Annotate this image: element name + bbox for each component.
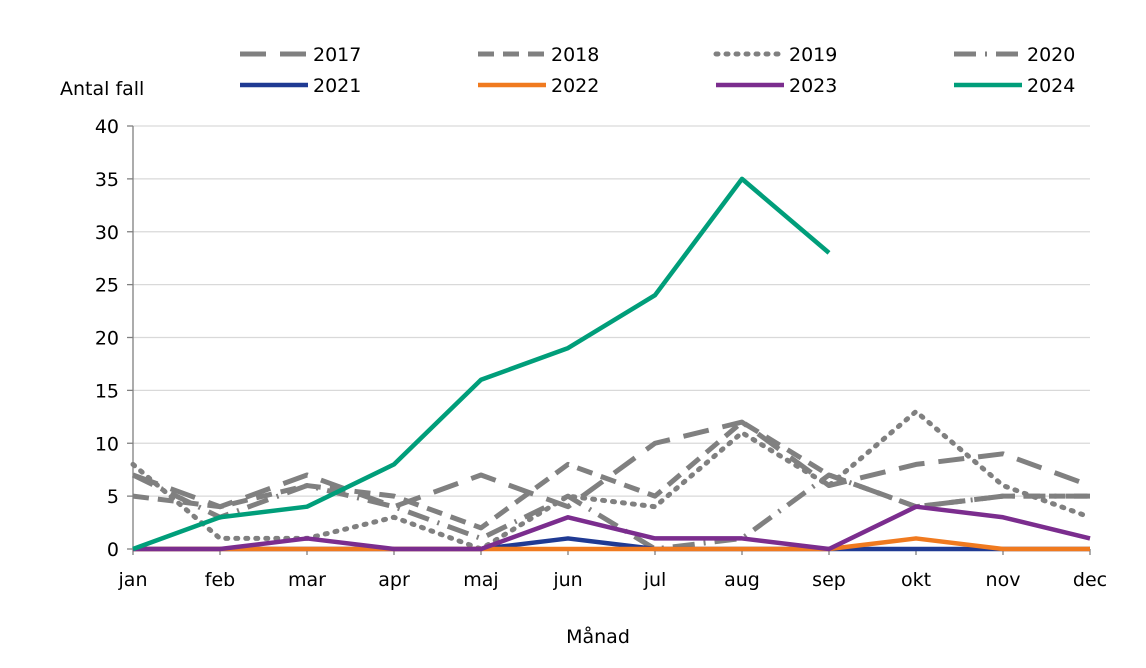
y-tick-label: 5 xyxy=(107,486,119,508)
gridlines xyxy=(133,125,1090,497)
series-line-2017 xyxy=(132,419,1091,510)
y-tick-label: 25 xyxy=(95,275,119,297)
x-tick-label: jun xyxy=(552,569,582,591)
series-line-2024 xyxy=(132,176,831,552)
legend-label: 2021 xyxy=(313,75,361,97)
x-tick-label: nov xyxy=(986,569,1021,591)
series-line-2022 xyxy=(133,536,1090,552)
x-tick-label: jan xyxy=(118,569,148,591)
legend-label: 2018 xyxy=(551,44,599,66)
x-tick-label: feb xyxy=(205,569,235,591)
series-line-2019 xyxy=(130,409,1093,552)
legend: 2017 2018 2019 2020 2021 2022 2023 2024 xyxy=(240,44,1075,97)
series-line-2020 xyxy=(131,472,1090,552)
axes: 0 5 10 15 20 25 30 35 40 jan feb mar apr maj jun jul aug… xyxy=(95,116,1107,591)
legend-label: 2022 xyxy=(551,75,599,97)
legend-label: 2019 xyxy=(789,44,837,66)
y-tick-label: 40 xyxy=(95,116,119,138)
legend-label: 2023 xyxy=(789,75,837,97)
x-tick-label: dec xyxy=(1073,569,1107,591)
x-tick-label: aug xyxy=(724,569,760,591)
legend-label: 2020 xyxy=(1027,44,1075,66)
x-tick-label: maj xyxy=(463,569,498,591)
x-tick-label: mar xyxy=(288,569,326,591)
y-tick-label: 30 xyxy=(95,222,119,244)
x-tick-label: okt xyxy=(901,569,931,591)
y-axis-label: Antal fall xyxy=(60,78,144,100)
x-tick-label: sep xyxy=(812,569,846,591)
legend-label: 2024 xyxy=(1027,75,1075,97)
y-tick-label: 15 xyxy=(95,380,119,402)
series-lines xyxy=(130,176,1093,552)
x-axis-label: Månad xyxy=(566,625,630,648)
y-tick-label: 10 xyxy=(95,433,119,455)
y-tick-label: 0 xyxy=(107,539,119,561)
y-tick-label: 35 xyxy=(95,169,119,191)
legend-label: 2017 xyxy=(313,44,361,66)
x-tick-label: jul xyxy=(643,569,667,591)
y-tick-label: 20 xyxy=(95,328,119,350)
x-tick-label: apr xyxy=(378,569,410,591)
series-line-2023 xyxy=(133,504,1091,552)
